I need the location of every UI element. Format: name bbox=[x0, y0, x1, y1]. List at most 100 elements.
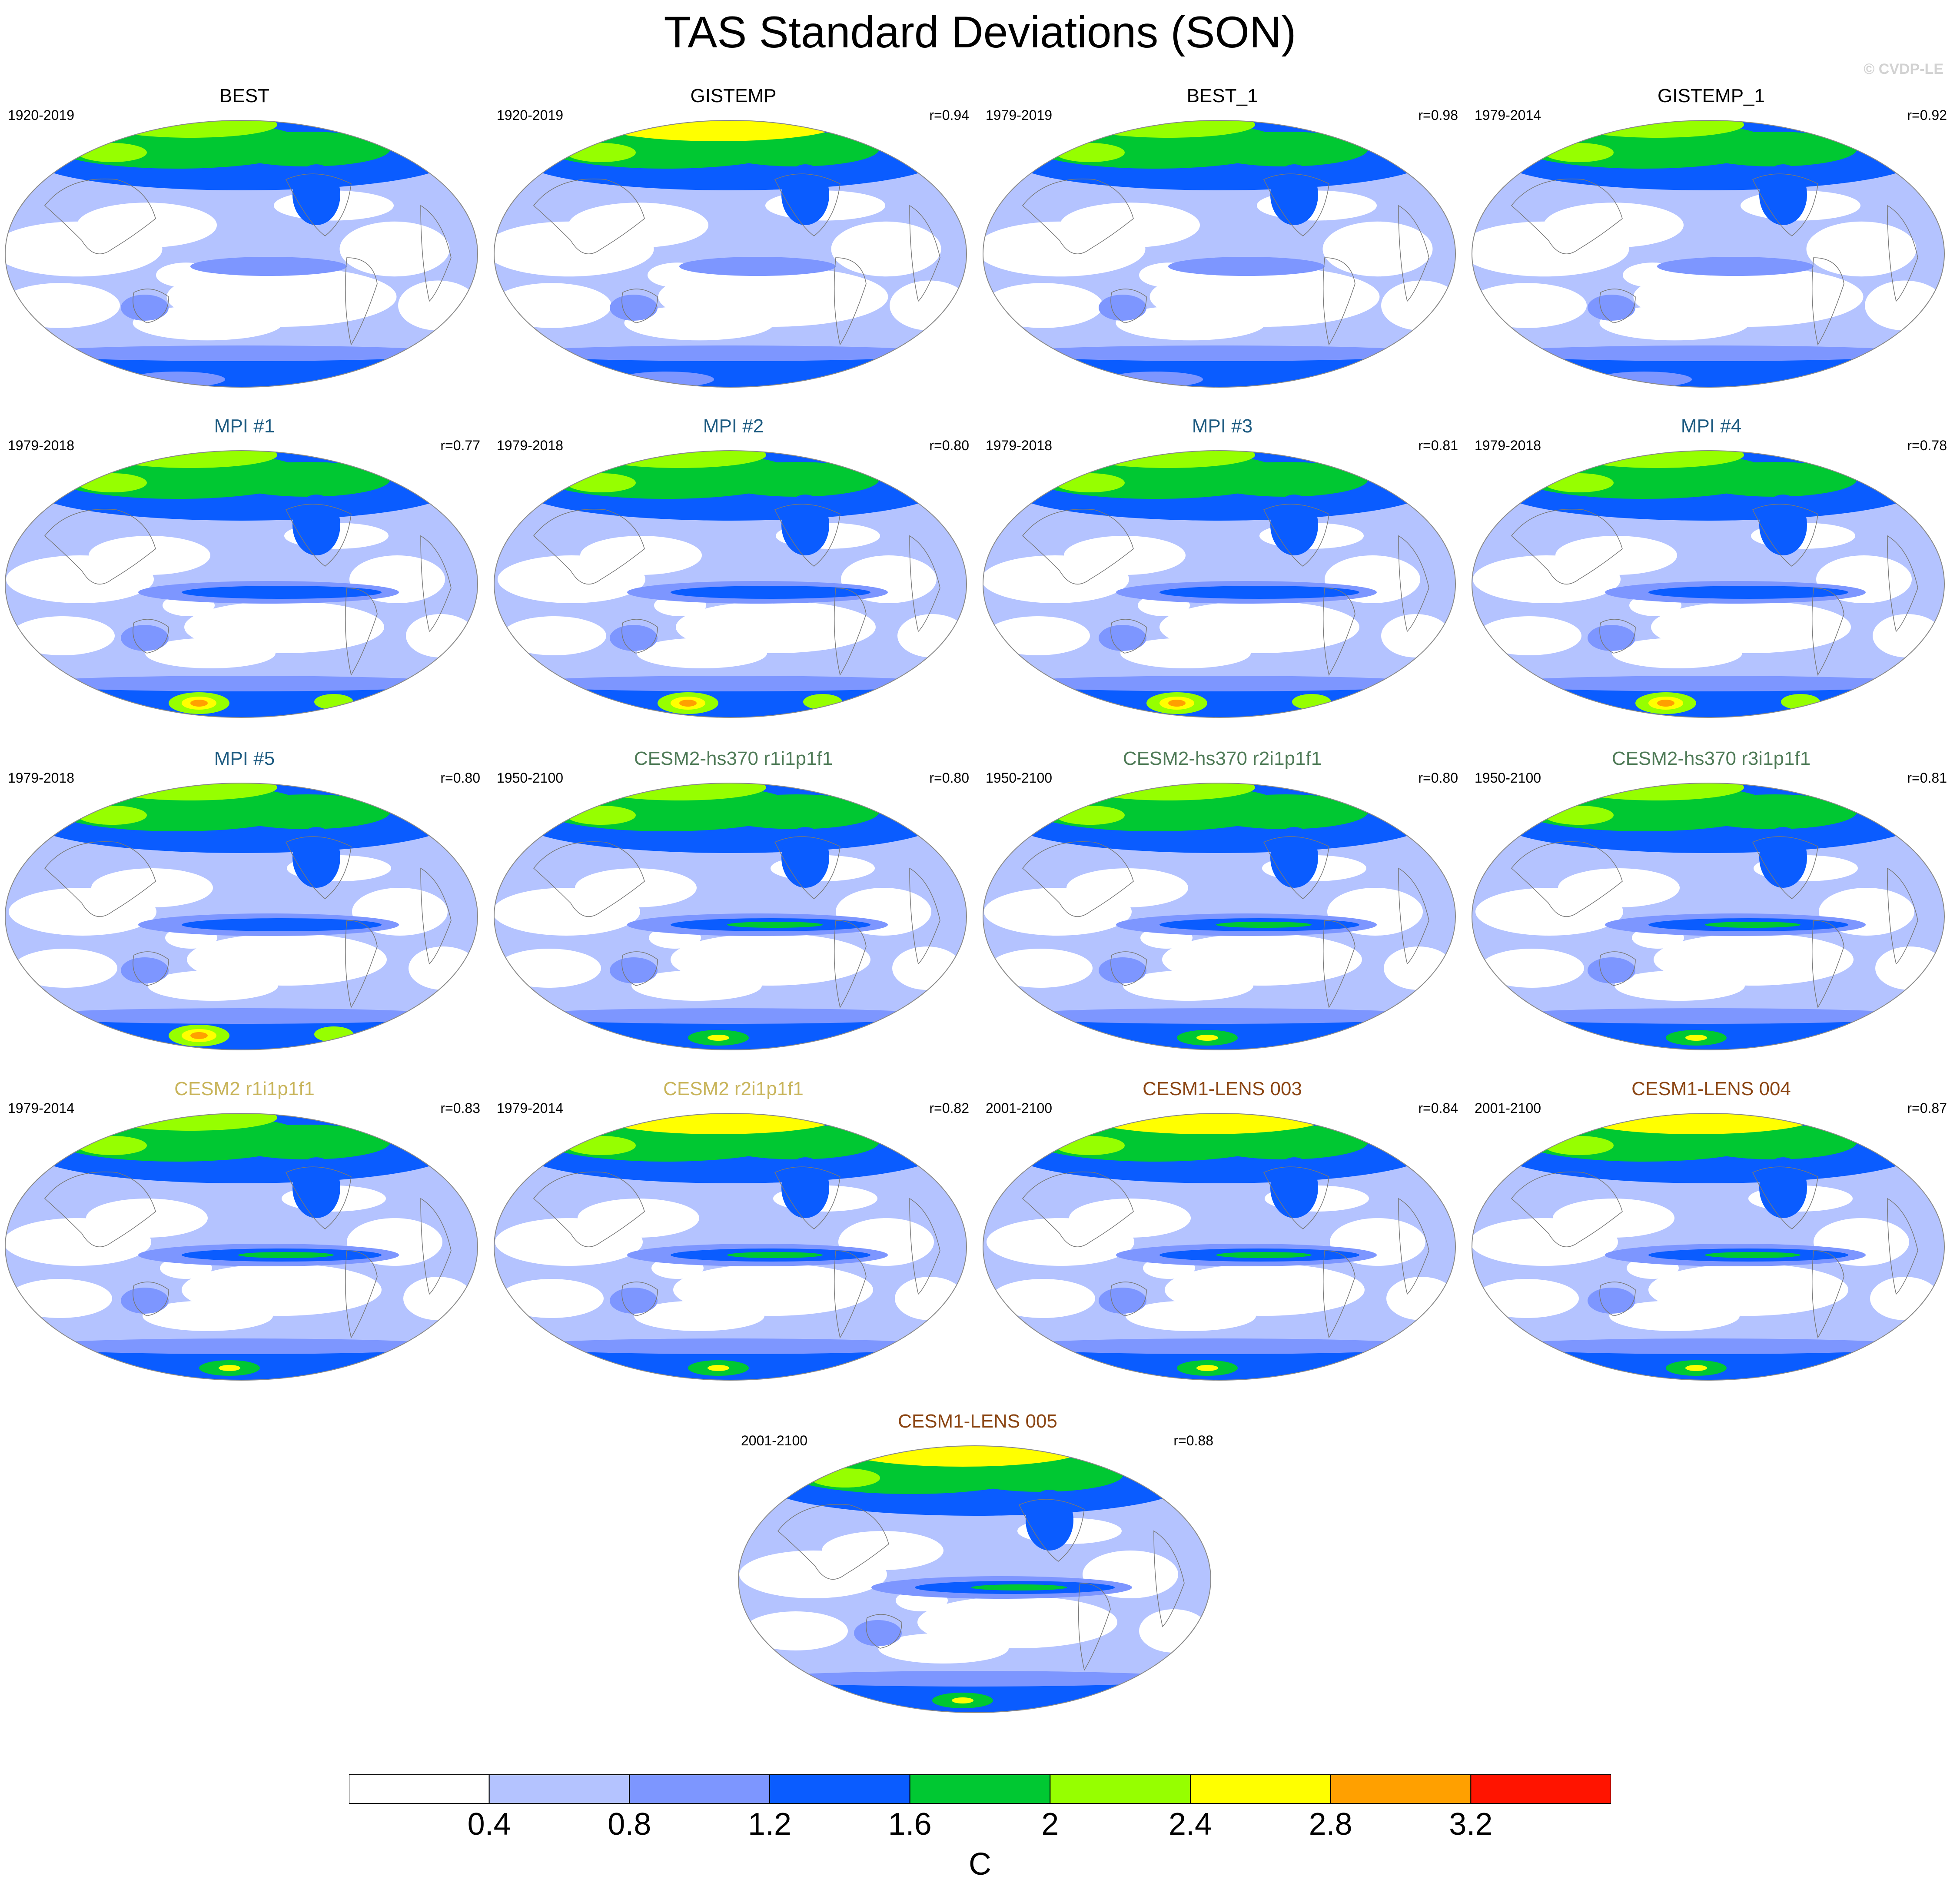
map-panel: CESM2 r2i1p1f1 1979-2014 r=0.82 bbox=[489, 1078, 978, 1382]
panel-correlation: r=0.77 bbox=[440, 438, 480, 453]
panel-title: CESM1-LENS 005 bbox=[898, 1411, 1057, 1432]
colorbar bbox=[349, 1774, 1611, 1804]
map-panel: GISTEMP_1 1979-2014 r=0.92 bbox=[1467, 85, 1956, 389]
panel-title: CESM2 r2i1p1f1 bbox=[663, 1078, 804, 1099]
map-field bbox=[494, 120, 967, 387]
panel-title: CESM2 r1i1p1f1 bbox=[174, 1078, 315, 1099]
panel-title: BEST bbox=[219, 85, 269, 106]
robinson-map bbox=[1472, 450, 1945, 718]
robinson-map bbox=[494, 120, 967, 388]
page-title: TAS Standard Deviations (SON) bbox=[664, 7, 1296, 57]
map-panel: BEST_1 1979-2019 r=0.98 bbox=[978, 85, 1467, 389]
panel-correlation: r=0.94 bbox=[929, 107, 969, 123]
panel-correlation: r=0.81 bbox=[1907, 770, 1947, 786]
map-panel: MPI #3 1979-2018 r=0.81 bbox=[978, 415, 1467, 719]
map-panel: MPI #5 1979-2018 r=0.80 bbox=[0, 747, 489, 1052]
map-panel: CESM2-hs370 r1i1p1f1 1950-2100 r=0.80 bbox=[489, 747, 978, 1052]
robinson-map bbox=[983, 783, 1456, 1050]
robinson-map bbox=[983, 450, 1456, 718]
panel-correlation: r=0.92 bbox=[1907, 107, 1947, 123]
map-panel: CESM2 r1i1p1f1 1979-2014 r=0.83 bbox=[0, 1078, 489, 1382]
map-field bbox=[1472, 120, 1944, 387]
panel-title: CESM2-hs370 r1i1p1f1 bbox=[634, 748, 833, 769]
panel-years: 1920-2019 bbox=[497, 107, 564, 123]
robinson-map bbox=[983, 1113, 1456, 1381]
colorbar-tick-label: 0.8 bbox=[608, 1807, 651, 1842]
robinson-map bbox=[5, 120, 478, 388]
robinson-map bbox=[983, 120, 1456, 388]
colorbar-tick-label: 0.4 bbox=[467, 1807, 511, 1842]
panel-title: MPI #3 bbox=[1192, 415, 1253, 437]
panel-correlation: r=0.98 bbox=[1418, 107, 1458, 123]
map-panel: CESM1-LENS 004 2001-2100 r=0.87 bbox=[1467, 1078, 1956, 1382]
panel-years: 1979-2018 bbox=[986, 438, 1053, 453]
panel-correlation: r=0.82 bbox=[929, 1100, 969, 1116]
panel-years: 1979-2014 bbox=[1475, 107, 1541, 123]
panel-title: GISTEMP bbox=[690, 85, 777, 106]
panel-years: 1950-2100 bbox=[497, 770, 564, 786]
robinson-map bbox=[494, 1113, 967, 1381]
robinson-map bbox=[738, 1445, 1211, 1713]
panel-correlation: r=0.87 bbox=[1907, 1100, 1947, 1116]
panel-correlation: r=0.80 bbox=[929, 770, 969, 786]
map-panel: MPI #4 1979-2018 r=0.78 bbox=[1467, 415, 1956, 719]
panel-years: 1979-2014 bbox=[497, 1100, 564, 1116]
colorbar-swatch bbox=[1330, 1774, 1472, 1804]
panel-title: MPI #5 bbox=[214, 748, 275, 769]
robinson-map bbox=[5, 1113, 478, 1381]
copyright-label: © CVDP-LE bbox=[1864, 61, 1943, 77]
robinson-map bbox=[1472, 1113, 1945, 1381]
colorbar-swatch bbox=[629, 1774, 770, 1804]
robinson-map bbox=[5, 450, 478, 718]
colorbar-swatch bbox=[1190, 1774, 1331, 1804]
panel-title: MPI #2 bbox=[703, 415, 764, 437]
map-panel: MPI #2 1979-2018 r=0.80 bbox=[489, 415, 978, 719]
robinson-map bbox=[5, 783, 478, 1050]
map-field bbox=[1472, 783, 1944, 1050]
panel-years: 1979-2019 bbox=[986, 107, 1053, 123]
panel-title: GISTEMP_1 bbox=[1658, 85, 1765, 106]
panel-years: 1979-2018 bbox=[8, 438, 75, 453]
colorbar-swatch bbox=[1050, 1774, 1191, 1804]
panel-title: CESM1-LENS 003 bbox=[1143, 1078, 1302, 1099]
panel-title: CESM1-LENS 004 bbox=[1631, 1078, 1791, 1099]
panel-correlation: r=0.81 bbox=[1418, 438, 1458, 453]
colorbar-tick-label: 2 bbox=[1041, 1807, 1059, 1842]
colorbar-swatch bbox=[769, 1774, 910, 1804]
map-panel: GISTEMP 1920-2019 r=0.94 bbox=[489, 85, 978, 389]
map-field bbox=[983, 120, 1455, 387]
panel-correlation: r=0.84 bbox=[1418, 1100, 1458, 1116]
colorbar-tick-label: 1.2 bbox=[747, 1807, 792, 1842]
colorbar-tick-label: 1.6 bbox=[888, 1807, 932, 1842]
panel-years: 1979-2018 bbox=[497, 438, 564, 453]
panel-years: 1920-2019 bbox=[8, 107, 75, 123]
panel-title: CESM2-hs370 r2i1p1f1 bbox=[1123, 748, 1322, 769]
robinson-map bbox=[1472, 120, 1945, 388]
panel-correlation: r=0.80 bbox=[440, 770, 480, 786]
colorbar-swatch bbox=[909, 1774, 1051, 1804]
panel-title: MPI #1 bbox=[214, 415, 275, 437]
panel-correlation: r=0.88 bbox=[1173, 1433, 1213, 1448]
map-field bbox=[494, 1113, 967, 1380]
panel-years: 1950-2100 bbox=[1475, 770, 1541, 786]
map-panel: CESM2-hs370 r2i1p1f1 1950-2100 r=0.80 bbox=[978, 747, 1467, 1052]
panel-years: 1950-2100 bbox=[986, 770, 1053, 786]
panel-years: 2001-2100 bbox=[741, 1433, 808, 1448]
panel-title: BEST_1 bbox=[1186, 85, 1258, 106]
robinson-map bbox=[494, 783, 967, 1050]
map-panel: MPI #1 1979-2018 r=0.77 bbox=[0, 415, 489, 719]
panel-years: 1979-2018 bbox=[1475, 438, 1541, 453]
map-field bbox=[5, 1113, 478, 1380]
map-field bbox=[738, 1446, 1211, 1713]
panel-years: 1979-2014 bbox=[8, 1100, 75, 1116]
map-panel: CESM2-hs370 r3i1p1f1 1950-2100 r=0.81 bbox=[1467, 747, 1956, 1052]
panel-correlation: r=0.83 bbox=[440, 1100, 480, 1116]
panel-years: 2001-2100 bbox=[1475, 1100, 1541, 1116]
panel-correlation: r=0.80 bbox=[929, 438, 969, 453]
map-field bbox=[494, 783, 967, 1050]
colorbar-units: C bbox=[969, 1847, 991, 1882]
panel-title: CESM2-hs370 r3i1p1f1 bbox=[1611, 748, 1811, 769]
panel-correlation: r=0.80 bbox=[1418, 770, 1458, 786]
panel-years: 2001-2100 bbox=[986, 1100, 1053, 1116]
map-panel: BEST 1920-2019 bbox=[0, 85, 489, 389]
